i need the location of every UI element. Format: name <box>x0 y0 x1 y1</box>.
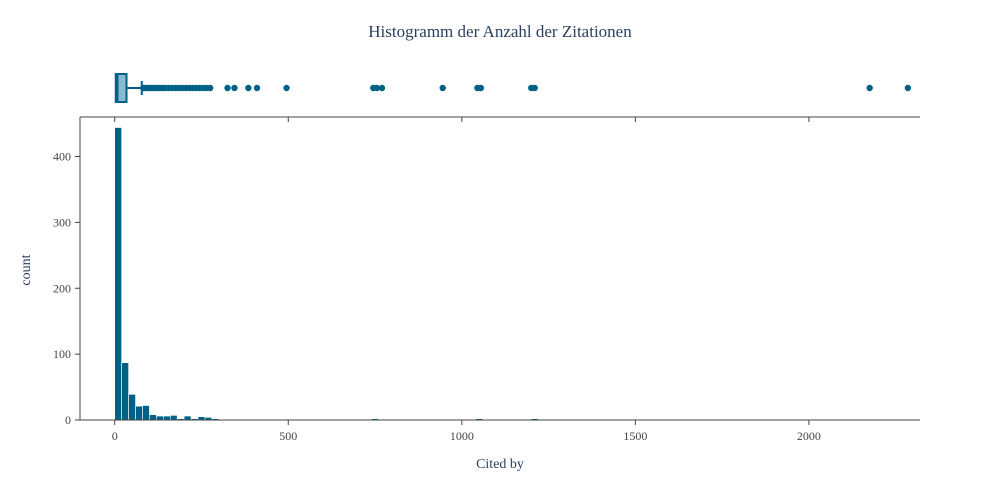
y-axis-ticks: 0 100 200 300 400 <box>53 150 80 427</box>
boxplot-outlier-point <box>231 84 238 92</box>
histogram-bar <box>142 405 150 421</box>
histogram-bar <box>163 415 171 421</box>
x-tick-label: 0 <box>112 429 118 443</box>
x-tick-label: 1500 <box>623 429 647 443</box>
chart-title: Histogramm der Anzahl der Zitationen <box>368 22 632 41</box>
histogram-bar <box>135 405 143 421</box>
y-tick-label: 300 <box>53 215 71 229</box>
x-tick-label: 2000 <box>797 429 821 443</box>
y-tick-label: 100 <box>53 347 71 361</box>
histogram-bar <box>149 414 157 421</box>
histogram-bar <box>121 362 129 421</box>
y-tick-label: 200 <box>53 281 71 295</box>
x-tick-label: 500 <box>279 429 297 443</box>
y-tick-label: 0 <box>65 413 71 427</box>
boxplot-outlier-point <box>373 84 380 92</box>
marginal-boxplot <box>114 73 912 103</box>
boxplot-outlier-point <box>439 84 446 92</box>
boxplot-outlier-point <box>904 84 912 92</box>
x-axis-ticks: 0 500 1000 1500 2000 <box>112 117 821 443</box>
boxplot-outlier-point <box>224 84 231 92</box>
histogram-bar <box>183 415 192 421</box>
boxplot-outlier-point <box>477 84 485 92</box>
histogram-bar <box>114 127 122 421</box>
boxplot-outlier-point <box>253 84 261 92</box>
histogram-bar <box>156 415 164 421</box>
boxplot-outlier-point <box>245 84 252 92</box>
boxplot-outlier-point <box>206 84 214 92</box>
boxplot-outlier-point <box>378 84 386 92</box>
boxplot-box <box>114 73 128 103</box>
x-tick-label: 1000 <box>450 429 474 443</box>
x-axis-title: Cited by <box>476 457 524 472</box>
boxplot-outlier-point <box>866 84 873 92</box>
boxplot-outlier-point <box>283 84 290 92</box>
histogram-bars <box>114 127 914 421</box>
histogram-bar <box>169 415 178 421</box>
y-tick-label: 400 <box>53 150 71 164</box>
histogram-bar <box>128 394 136 421</box>
y-axis-title: count <box>19 254 34 285</box>
boxplot-outlier-point <box>531 84 538 92</box>
